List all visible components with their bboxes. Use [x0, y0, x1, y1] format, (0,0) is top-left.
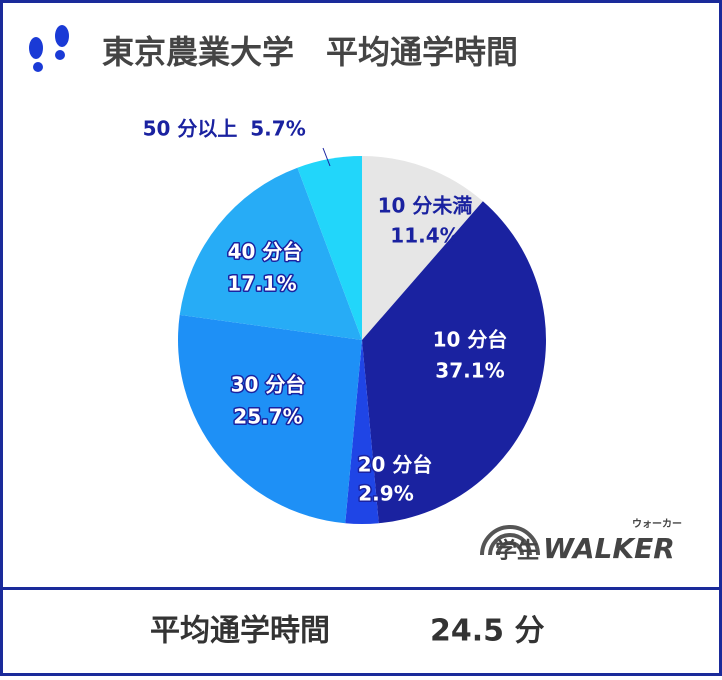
value-label: 11.4% — [390, 224, 459, 248]
pie-slice — [297, 156, 362, 340]
slice-label: 10 分台 — [433, 328, 508, 352]
pie-slice — [178, 314, 362, 524]
footprint-icon — [29, 25, 69, 72]
logo-main: 学生 — [495, 538, 539, 564]
slice-label: 10 分未満 — [378, 194, 473, 218]
footer-label: 平均通学時間 — [150, 614, 330, 649]
slice-label: 20 分台 — [358, 453, 433, 477]
footer-value: 24.5 分 — [430, 614, 544, 649]
pie-slice — [362, 201, 546, 524]
slice-label: 40 分台 — [228, 240, 303, 264]
value-label: 5.7% — [250, 117, 305, 141]
logo: 学生 WALKER ウォーカー — [480, 518, 682, 565]
slice-label: 50 分以上 — [143, 117, 238, 141]
leader-line — [322, 147, 331, 167]
logo-kana: ウォーカー — [632, 518, 682, 530]
pie-slice — [179, 167, 362, 340]
footer-frame — [0, 587, 722, 676]
value-label: 17.1% — [227, 272, 296, 296]
logo-brand: WALKER — [543, 532, 675, 565]
value-label: 25.7% — [233, 405, 302, 429]
chart-title: 東京農業大学 平均通学時間 — [102, 33, 518, 71]
pie-slice — [345, 340, 379, 524]
slice-label: 30 分台 — [231, 373, 306, 397]
value-label: 37.1% — [435, 359, 504, 383]
value-label: 2.9% — [358, 482, 413, 506]
pie-slice — [362, 156, 483, 340]
